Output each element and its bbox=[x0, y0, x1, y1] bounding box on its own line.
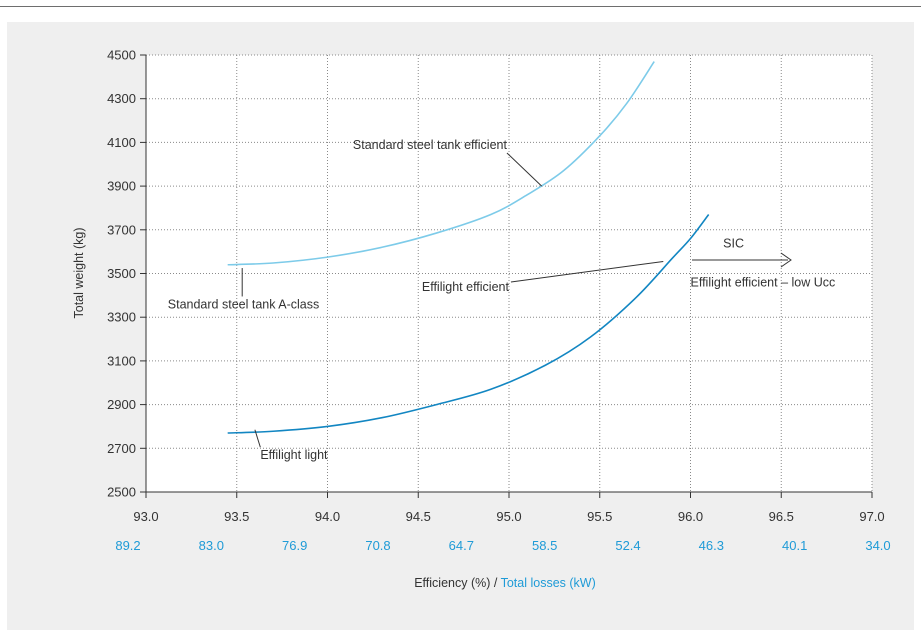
grid bbox=[146, 54, 873, 492]
x-tick-label: 95.5 bbox=[587, 509, 612, 524]
annotation-label: Standard steel tank efficient bbox=[353, 138, 508, 152]
x-ticks-secondary: 89.2 83.0 76.9 70.8 64.7 58.5 52.4 46.3 40.1 34.0 bbox=[115, 538, 890, 553]
annotation-label: Standard steel tank A-class bbox=[168, 297, 319, 311]
top-divider bbox=[0, 6, 921, 7]
x-tick-label-secondary: 40.1 bbox=[782, 538, 807, 553]
y-tick-label: 2500 bbox=[107, 485, 136, 500]
x-tick-label-secondary: 58.5 bbox=[532, 538, 557, 553]
y-tick-label: 3700 bbox=[107, 222, 136, 237]
x-tick-label: 94.0 bbox=[315, 509, 340, 524]
annotation-leader bbox=[510, 260, 664, 283]
x-tick-label-secondary: 70.8 bbox=[365, 538, 390, 553]
x-tick-label-secondary: 46.3 bbox=[699, 538, 724, 553]
y-ticks: 4500 4300 4100 3900 3700 3500 3300 3100 2900 2700… bbox=[107, 48, 136, 500]
y-tick-label: 3300 bbox=[107, 310, 136, 325]
x-axis-title-secondary: Total losses (kW) bbox=[500, 576, 596, 590]
annotation-label: Effilight efficient – low Ucc bbox=[691, 276, 836, 290]
annotation-leader bbox=[506, 152, 543, 187]
series-lines bbox=[227, 61, 710, 434]
annotation-label: SIC bbox=[723, 236, 744, 250]
y-tick-label: 4100 bbox=[107, 135, 136, 150]
y-axis-title: Total weight (kg) bbox=[72, 227, 86, 318]
annotation-label: Effilight light bbox=[260, 448, 328, 462]
x-tick-label: 97.0 bbox=[859, 509, 884, 524]
x-tick-label: 93.5 bbox=[224, 509, 249, 524]
x-tick-label-secondary: 34.0 bbox=[865, 538, 890, 553]
annotation-leader bbox=[254, 429, 261, 448]
y-tick-label: 3900 bbox=[107, 179, 136, 194]
series-line-1 bbox=[227, 214, 710, 434]
y-tick-label: 2900 bbox=[107, 397, 136, 412]
annotations: Standard steel tank efficient Standard st… bbox=[168, 138, 835, 462]
y-tick-label: 2700 bbox=[107, 441, 136, 456]
x-tick-label: 94.5 bbox=[406, 509, 431, 524]
y-tick-label: 4300 bbox=[107, 91, 136, 106]
x-tick-label: 93.0 bbox=[133, 509, 158, 524]
series-line-0 bbox=[227, 61, 655, 266]
x-axis-title-primary: Efficiency (%) bbox=[414, 576, 491, 590]
sic-arrow-head bbox=[780, 252, 792, 268]
x-axis-title-separator: / bbox=[490, 576, 501, 590]
annotation-label: Effilight efficient bbox=[422, 280, 510, 294]
y-tick-label: 4500 bbox=[107, 48, 136, 63]
y-tick-label: 3100 bbox=[107, 353, 136, 368]
x-tick-label-secondary: 89.2 bbox=[115, 538, 140, 553]
axes bbox=[140, 54, 873, 498]
y-tick-label: 3500 bbox=[107, 266, 136, 281]
x-ticks: 93.0 93.5 94.0 94.5 95.0 95.5 96.0 96.5 97.0 bbox=[133, 509, 884, 524]
x-tick-label: 96.5 bbox=[769, 509, 794, 524]
x-tick-label-secondary: 76.9 bbox=[282, 538, 307, 553]
x-tick-label-secondary: 64.7 bbox=[449, 538, 474, 553]
sic-arrow bbox=[692, 252, 792, 268]
x-tick-label-secondary: 83.0 bbox=[199, 538, 224, 553]
x-tick-label-secondary: 52.4 bbox=[615, 538, 640, 553]
x-axis-title: Efficiency (%) / Total losses (kW) bbox=[0, 576, 921, 590]
x-tick-label: 96.0 bbox=[678, 509, 703, 524]
x-tick-label: 95.0 bbox=[496, 509, 521, 524]
